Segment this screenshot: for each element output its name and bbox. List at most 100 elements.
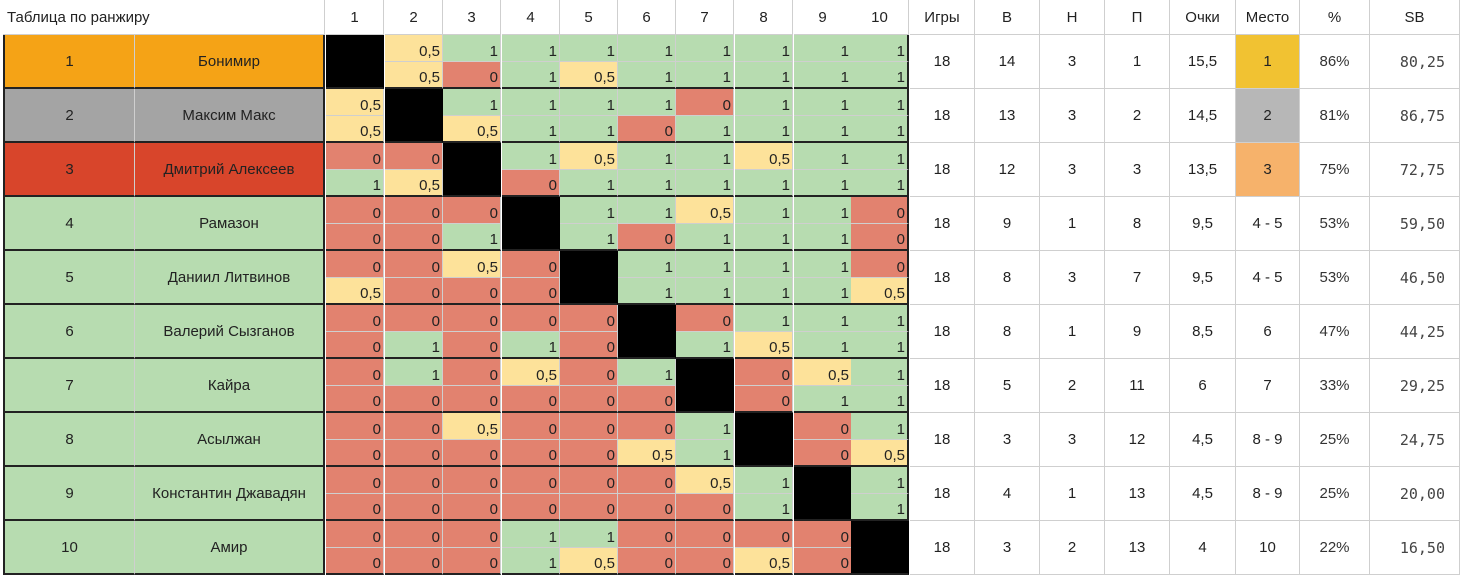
self-cell bbox=[618, 305, 676, 332]
game-result: 0 bbox=[443, 62, 501, 89]
stat-w: 12 bbox=[975, 143, 1040, 197]
player-name: Даниил Литвинов bbox=[135, 251, 325, 305]
game-result: 1 bbox=[618, 35, 676, 62]
stat-games: 18 bbox=[910, 197, 975, 251]
table-title: Таблица по ранжиру bbox=[3, 0, 325, 35]
game-result: 0,5 bbox=[851, 440, 909, 467]
stat-place: 1 bbox=[1236, 35, 1300, 89]
stat-l: 11 bbox=[1105, 359, 1170, 413]
stat-header: В bbox=[975, 0, 1040, 35]
stat-sb: 16,50 bbox=[1370, 521, 1460, 575]
stat-pct: 53% bbox=[1300, 197, 1370, 251]
stat-d: 3 bbox=[1040, 143, 1105, 197]
player-rank: 10 bbox=[3, 521, 135, 575]
game-result: 0 bbox=[502, 305, 560, 332]
game-result: 0 bbox=[676, 548, 734, 575]
stat-points: 9,5 bbox=[1170, 197, 1236, 251]
game-result: 1 bbox=[794, 386, 852, 413]
game-result: 0 bbox=[326, 467, 384, 494]
game-result: 1 bbox=[560, 89, 618, 116]
stat-d: 1 bbox=[1040, 197, 1105, 251]
game-result: 1 bbox=[676, 116, 734, 143]
self-cell bbox=[676, 359, 734, 386]
game-result: 0,5 bbox=[618, 440, 676, 467]
stat-d: 3 bbox=[1040, 413, 1105, 467]
game-result: 1 bbox=[443, 224, 501, 251]
game-result: 1 bbox=[851, 170, 909, 197]
game-result: 0 bbox=[385, 494, 443, 521]
stat-games: 18 bbox=[910, 35, 975, 89]
stat-pct: 47% bbox=[1300, 305, 1370, 359]
stat-sb: 80,25 bbox=[1370, 35, 1460, 89]
game-result: 1 bbox=[560, 224, 618, 251]
game-result: 0 bbox=[618, 467, 676, 494]
game-result: 1 bbox=[676, 278, 734, 305]
stat-place: 3 bbox=[1236, 143, 1300, 197]
game-result: 0 bbox=[385, 440, 443, 467]
game-result: 0,5 bbox=[443, 251, 501, 278]
game-result: 0 bbox=[560, 386, 618, 413]
stat-sb: 86,75 bbox=[1370, 89, 1460, 143]
game-result: 0 bbox=[735, 386, 793, 413]
player-name: Дмитрий Алексеев bbox=[135, 143, 325, 197]
game-result: 0 bbox=[443, 332, 501, 359]
stat-header: П bbox=[1105, 0, 1170, 35]
player-rank: 2 bbox=[3, 89, 135, 143]
game-result: 0,5 bbox=[326, 89, 384, 116]
game-result: 0,5 bbox=[794, 359, 852, 386]
game-result: 0 bbox=[794, 440, 852, 467]
stat-pct: 81% bbox=[1300, 89, 1370, 143]
game-result: 0 bbox=[443, 278, 501, 305]
player-rank: 8 bbox=[3, 413, 135, 467]
player-name: Амир bbox=[135, 521, 325, 575]
player-name: Кайра bbox=[135, 359, 325, 413]
game-result: 0 bbox=[385, 251, 443, 278]
self-cell bbox=[443, 143, 501, 170]
game-result: 0 bbox=[385, 413, 443, 440]
stat-d: 1 bbox=[1040, 305, 1105, 359]
game-result: 1 bbox=[443, 35, 501, 62]
game-result: 1 bbox=[794, 35, 852, 62]
player-name: Асылжан bbox=[135, 413, 325, 467]
game-result: 0 bbox=[326, 332, 384, 359]
game-result: 0 bbox=[502, 467, 560, 494]
stat-place: 8 - 9 bbox=[1236, 467, 1300, 521]
game-result: 1 bbox=[794, 332, 852, 359]
game-result: 1 bbox=[618, 359, 676, 386]
stat-points: 9,5 bbox=[1170, 251, 1236, 305]
game-result: 1 bbox=[502, 62, 560, 89]
game-result: 0 bbox=[618, 548, 676, 575]
stat-w: 9 bbox=[975, 197, 1040, 251]
stat-points: 15,5 bbox=[1170, 35, 1236, 89]
round-header: 10 bbox=[851, 0, 909, 35]
game-result: 0 bbox=[385, 224, 443, 251]
self-cell bbox=[560, 251, 618, 278]
game-result: 0 bbox=[326, 197, 384, 224]
game-result: 1 bbox=[560, 521, 618, 548]
round-header: 3 bbox=[443, 0, 501, 35]
stat-place: 6 bbox=[1236, 305, 1300, 359]
self-cell bbox=[794, 494, 852, 521]
game-result: 0 bbox=[326, 548, 384, 575]
stat-sb: 59,50 bbox=[1370, 197, 1460, 251]
game-result: 1 bbox=[618, 197, 676, 224]
game-result: 0 bbox=[618, 116, 676, 143]
game-result: 1 bbox=[735, 278, 793, 305]
stat-pct: 75% bbox=[1300, 143, 1370, 197]
game-result: 1 bbox=[735, 197, 793, 224]
game-result: 1 bbox=[618, 89, 676, 116]
game-result: 0,5 bbox=[735, 143, 793, 170]
game-result: 0 bbox=[560, 332, 618, 359]
self-cell bbox=[385, 116, 443, 143]
stat-points: 8,5 bbox=[1170, 305, 1236, 359]
stat-place: 8 - 9 bbox=[1236, 413, 1300, 467]
stat-sb: 72,75 bbox=[1370, 143, 1460, 197]
player-rank: 5 bbox=[3, 251, 135, 305]
game-result: 0 bbox=[443, 494, 501, 521]
game-result: 1 bbox=[676, 332, 734, 359]
stat-l: 2 bbox=[1105, 89, 1170, 143]
stat-l: 12 bbox=[1105, 413, 1170, 467]
stat-games: 18 bbox=[910, 89, 975, 143]
stat-d: 3 bbox=[1040, 89, 1105, 143]
game-result: 1 bbox=[794, 89, 852, 116]
